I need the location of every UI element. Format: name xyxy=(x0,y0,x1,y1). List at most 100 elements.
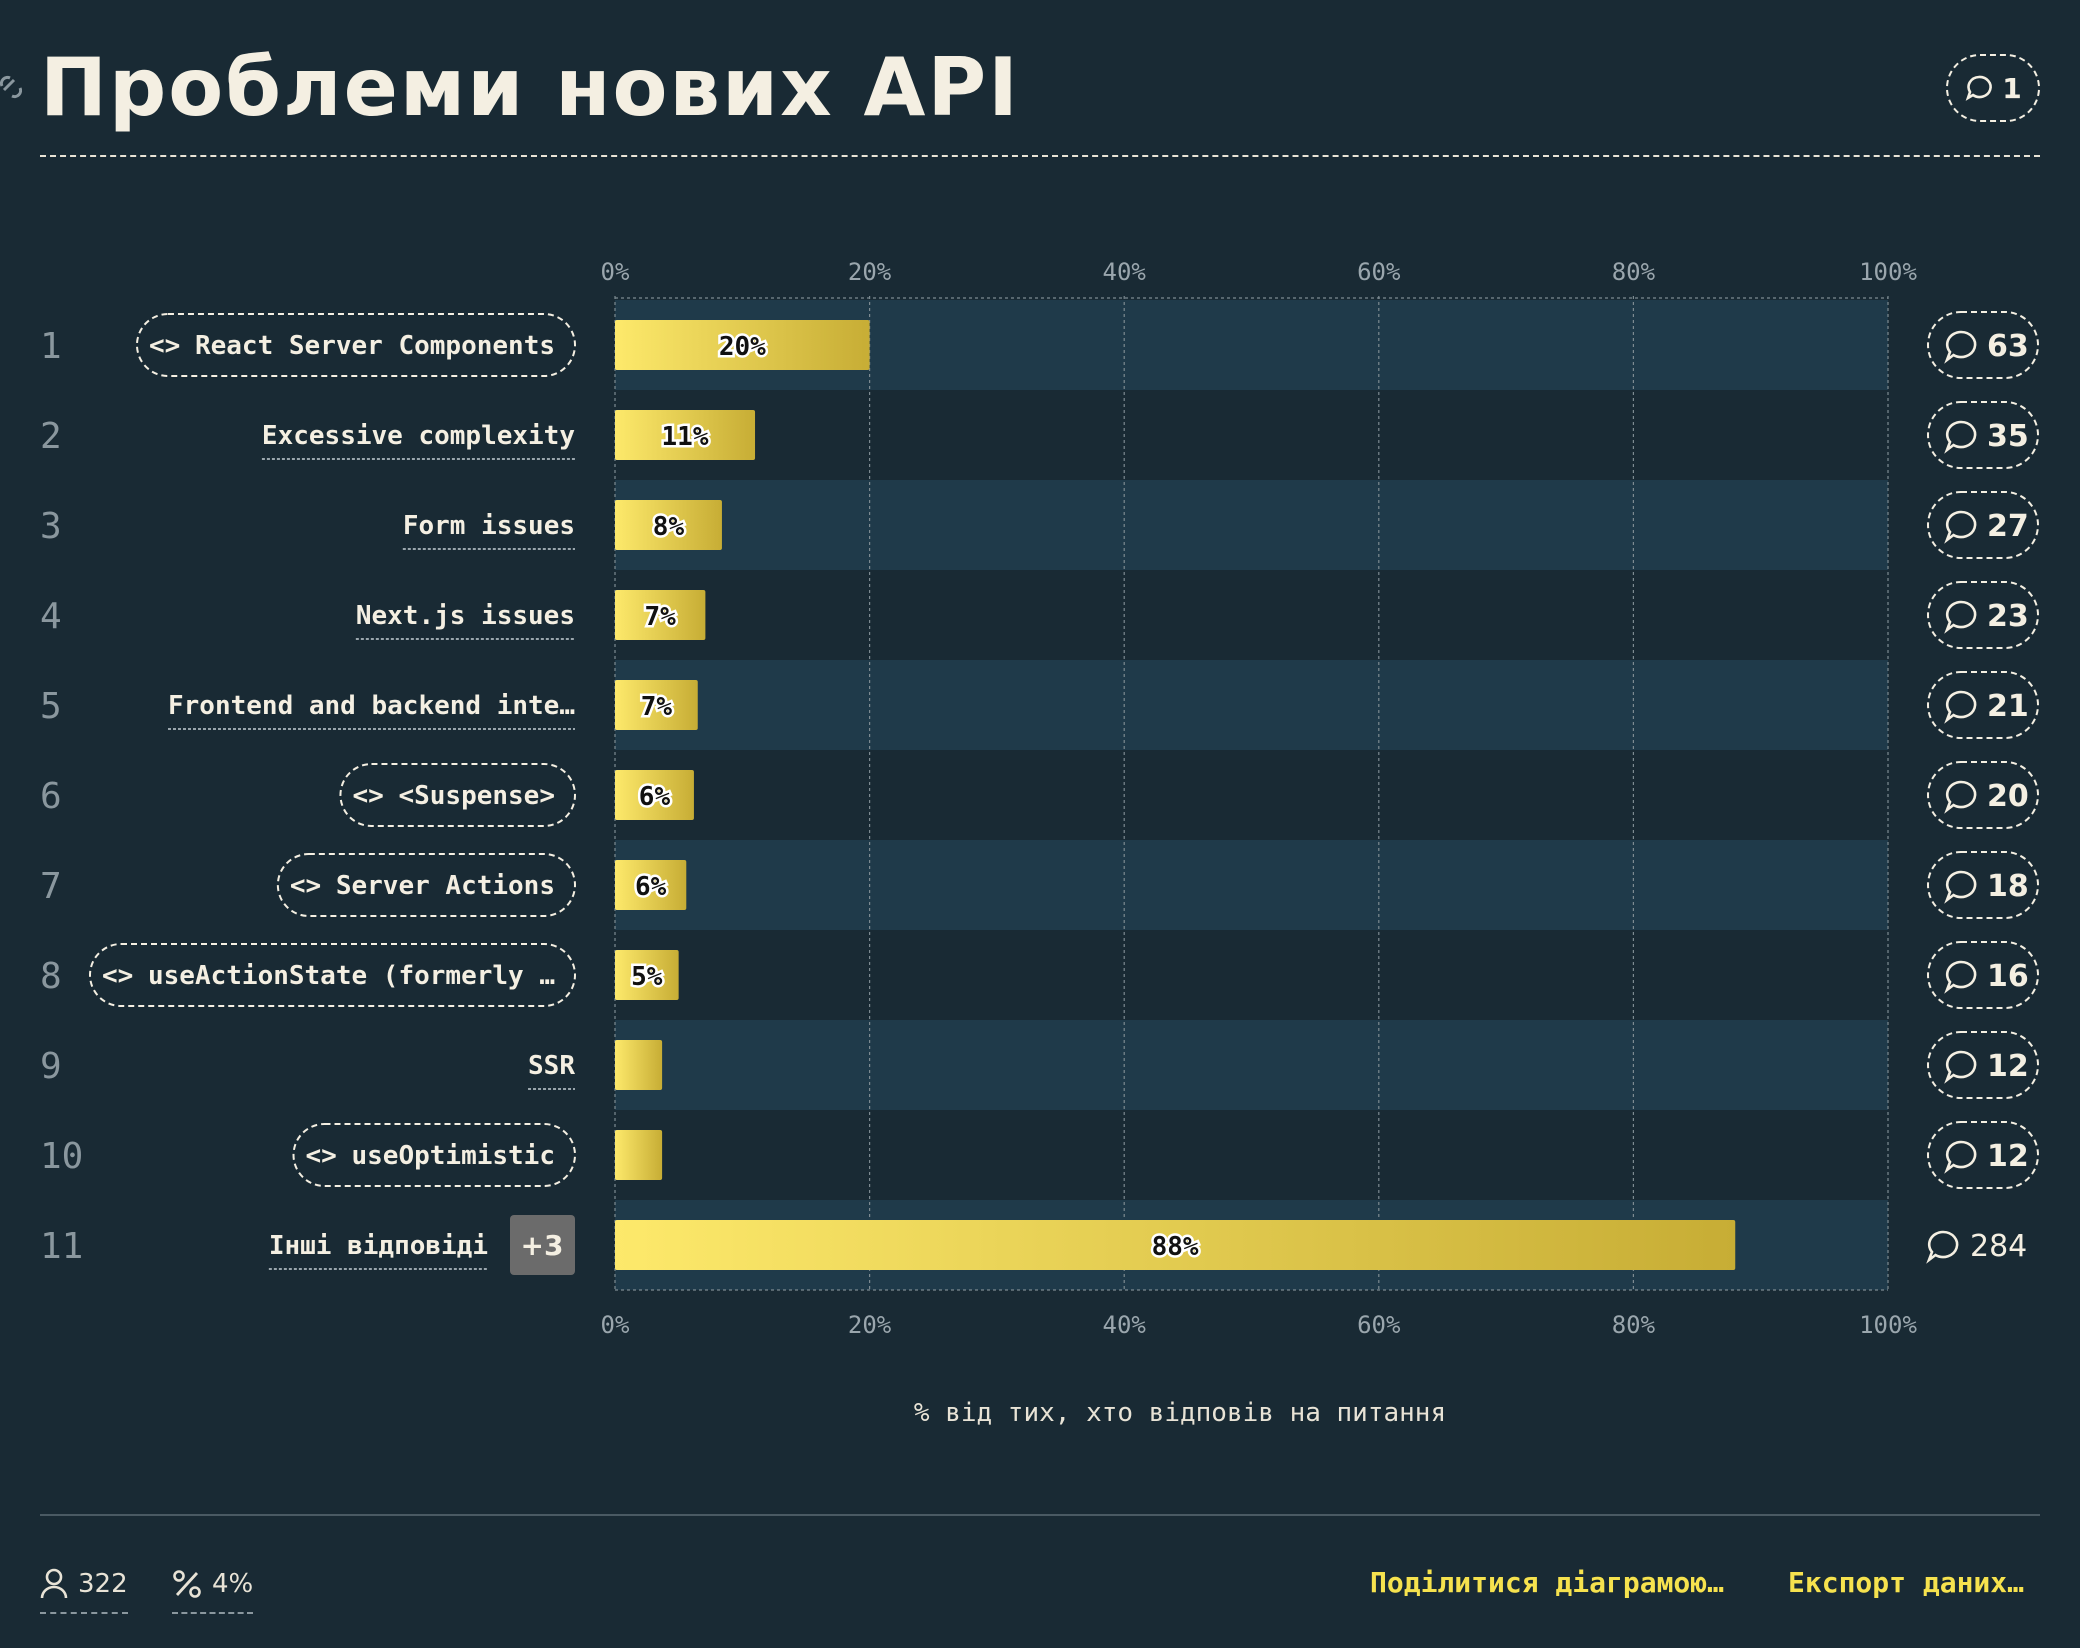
comment-pill[interactable] xyxy=(1927,581,2039,649)
comment-pill[interactable] xyxy=(1927,671,2039,739)
bar-row[interactable]: 4 Next.js issues 7% 23 xyxy=(40,581,2039,649)
row-label[interactable]: useActionState (formerly … xyxy=(148,961,555,991)
code-pill xyxy=(276,853,576,917)
comment-count: 16 xyxy=(1987,959,2029,994)
comment-pill[interactable] xyxy=(1927,401,2039,469)
bar-value-label: 7% xyxy=(645,602,677,632)
comment-count: 18 xyxy=(1987,869,2029,904)
comment-pill[interactable] xyxy=(1927,1121,2039,1189)
title-comments-count: 1 xyxy=(2002,71,2022,105)
bar-row[interactable]: 10 useOptimistic <> 12 xyxy=(40,1121,2039,1189)
code-icon: <> xyxy=(306,1141,337,1171)
comment-count: 27 xyxy=(1987,509,2029,544)
bar-row[interactable]: 5 Frontend and backend inte… 7% 21 xyxy=(40,671,2039,739)
comment-icon xyxy=(1944,780,1977,814)
comment-pill[interactable] xyxy=(1927,311,2039,379)
comment-icon xyxy=(1944,1140,1977,1174)
bar[interactable] xyxy=(615,500,722,550)
row-label[interactable]: Server Actions xyxy=(336,871,555,901)
percent-stat[interactable]: 4% xyxy=(172,1560,254,1614)
x-tick-top: 0% xyxy=(601,258,630,286)
bar[interactable] xyxy=(615,1220,1736,1270)
bar[interactable] xyxy=(615,1130,663,1180)
user-icon xyxy=(40,1568,68,1599)
bar-value-label: 11% xyxy=(662,422,709,452)
x-tick-top: 60% xyxy=(1357,258,1401,286)
bar[interactable] xyxy=(615,1040,663,1090)
x-tick-top: 40% xyxy=(1103,258,1147,286)
comment-icon xyxy=(1944,600,1977,634)
bar[interactable] xyxy=(615,770,694,820)
x-tick-bottom: 60% xyxy=(1357,1311,1401,1339)
comment-pill[interactable] xyxy=(1927,941,2039,1009)
comment-icon xyxy=(1944,690,1977,724)
comment-count: 12 xyxy=(1987,1139,2029,1174)
bar-value-label: 5% xyxy=(631,962,663,992)
rank-number: 7 xyxy=(40,866,62,907)
share-chart-button[interactable]: Поділитися діаграмою… xyxy=(1370,1566,1725,1599)
export-data-button[interactable]: Експорт даних… xyxy=(1788,1566,2025,1599)
bar[interactable] xyxy=(615,680,698,730)
code-icon: <> xyxy=(149,331,180,361)
rank-number: 3 xyxy=(40,506,62,547)
comment-count: 21 xyxy=(1987,689,2029,724)
bar-value-label: 6% xyxy=(639,782,671,812)
row-label[interactable]: Form issues xyxy=(403,511,575,541)
bar-row[interactable]: 6 <Suspense> <> 6% 20 xyxy=(40,761,2039,829)
bar[interactable] xyxy=(615,860,687,910)
row-label[interactable]: Next.js issues xyxy=(356,601,575,631)
x-tick-bottom: 20% xyxy=(848,1311,892,1339)
bar[interactable] xyxy=(615,950,679,1000)
row-label[interactable]: React Server Components xyxy=(195,331,555,361)
rank-number: 8 xyxy=(40,956,62,997)
bar-row[interactable]: 2 Excessive complexity 11% 35 xyxy=(40,401,2039,469)
bar-value-label: 7% xyxy=(641,692,673,722)
rank-number: 11 xyxy=(40,1226,83,1267)
comment-icon xyxy=(1965,75,1993,101)
comment-pill[interactable] xyxy=(1927,761,2039,829)
bar-row[interactable]: 9 SSR 12 xyxy=(40,1031,2039,1099)
rank-number: 4 xyxy=(40,596,62,637)
row-band xyxy=(615,660,1888,750)
bar[interactable] xyxy=(615,590,706,640)
code-pill xyxy=(339,763,576,827)
comment-pill[interactable] xyxy=(1927,1031,2039,1099)
title-comments-button[interactable]: 1 xyxy=(1946,54,2040,122)
page-title: Проблеми нових API xyxy=(40,41,1020,134)
rank-number: 10 xyxy=(40,1136,83,1177)
extra-answers-badge[interactable] xyxy=(510,1215,575,1275)
comment-count: 35 xyxy=(1987,419,2029,454)
comment-pill[interactable] xyxy=(1927,851,2039,919)
code-icon: <> xyxy=(290,871,321,901)
row-label[interactable]: SSR xyxy=(528,1051,575,1081)
row-band xyxy=(615,840,1888,930)
bar-value-label: 8% xyxy=(653,512,685,542)
row-label[interactable]: <Suspense> xyxy=(398,781,555,811)
x-tick-bottom: 80% xyxy=(1612,1311,1656,1339)
row-label[interactable]: Excessive complexity xyxy=(262,421,575,451)
rank-number: 1 xyxy=(40,326,62,367)
bar-row[interactable]: 3 Form issues 8% 27 xyxy=(40,491,2039,559)
row-label[interactable]: Frontend and backend inte… xyxy=(168,691,575,721)
code-pill xyxy=(89,943,576,1007)
row-band xyxy=(615,480,1888,570)
bar-row[interactable]: 11 +3 Інші відповіді 88% 284 xyxy=(40,1215,2027,1275)
bar[interactable] xyxy=(615,410,756,460)
row-label[interactable]: useOptimistic xyxy=(352,1141,556,1171)
comment-icon xyxy=(1944,330,1977,364)
respondents-stat[interactable]: 322 xyxy=(40,1560,128,1614)
comment-count[interactable]: 284 xyxy=(1970,1229,2027,1264)
bar-row[interactable]: 1 React Server Components <> 20% 63 xyxy=(40,311,2039,379)
bar-row[interactable]: 8 useActionState (formerly … <> 5% 16 xyxy=(40,941,2039,1009)
row-label[interactable]: Інші відповіді xyxy=(269,1231,488,1261)
bar[interactable] xyxy=(615,320,870,370)
code-icon: <> xyxy=(102,961,133,991)
bar-row[interactable]: 7 Server Actions <> 6% 18 xyxy=(40,851,2039,919)
bar-value-label: 88% xyxy=(1152,1232,1199,1262)
link-icon[interactable] xyxy=(0,72,22,102)
comment-count: 20 xyxy=(1987,779,2029,814)
comment-icon xyxy=(1926,1230,1959,1264)
comment-pill[interactable] xyxy=(1927,491,2039,559)
bar-value-label: 6% xyxy=(635,872,667,902)
